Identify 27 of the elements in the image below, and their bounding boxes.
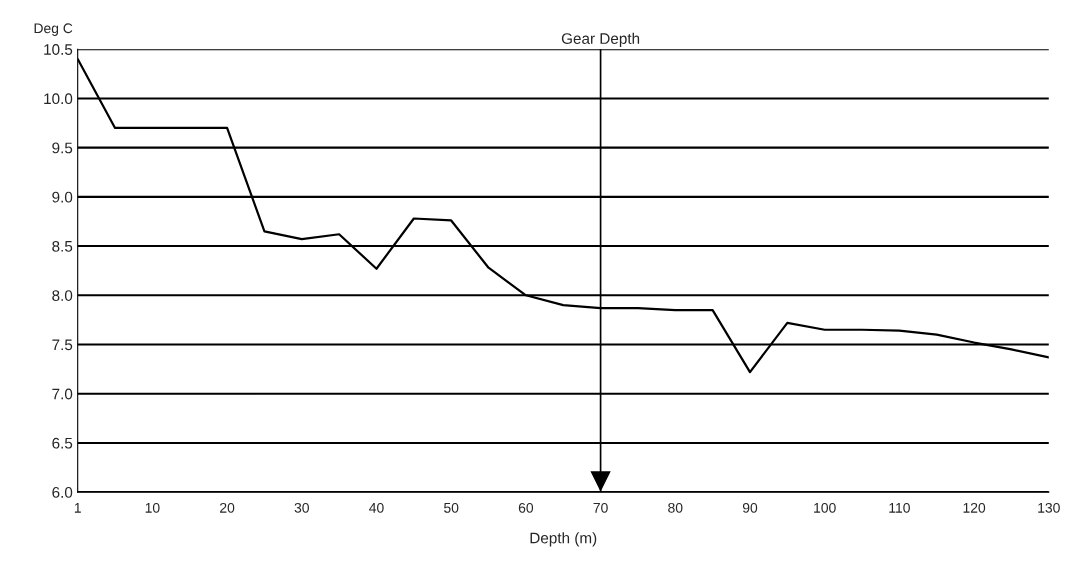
y-axis-title: Deg C [34, 23, 73, 36]
x-tick-label: 130 [1038, 502, 1060, 513]
x-tick-label: 70 [593, 502, 608, 513]
y-tick-label: 10.5 [44, 44, 73, 55]
x-tick-label: 50 [444, 502, 459, 513]
x-tick-label: 10 [145, 502, 160, 513]
x-tick-label: 20 [220, 502, 235, 513]
x-tick-label: 110 [889, 502, 910, 513]
y-tick-label: 6.0 [52, 487, 73, 498]
ref-line-label: Gear Depth [561, 32, 640, 47]
y-tick-label: 8.0 [52, 290, 73, 301]
x-axis-title: Depth (m) [530, 532, 597, 547]
x-tick-label: 90 [742, 502, 758, 513]
x-tick-label: 30 [294, 502, 309, 513]
x-tick-label: 40 [369, 502, 384, 513]
y-tick-label: 9.5 [52, 142, 73, 154]
y-tick-label: 8.5 [52, 240, 73, 252]
y-tick-label: 9.0 [52, 191, 73, 203]
x-tick-label: 120 [963, 502, 986, 513]
x-tick-label: 1 [74, 503, 81, 513]
y-tick-label: 7.0 [52, 388, 73, 400]
y-tick-label: 10.0 [44, 93, 73, 105]
x-tick-label: 100 [814, 502, 836, 513]
y-tick-label: 6.5 [52, 437, 73, 449]
x-tick-label: 80 [668, 502, 683, 513]
x-tick-label: 60 [518, 502, 534, 513]
y-tick-label: 7.5 [52, 339, 73, 351]
